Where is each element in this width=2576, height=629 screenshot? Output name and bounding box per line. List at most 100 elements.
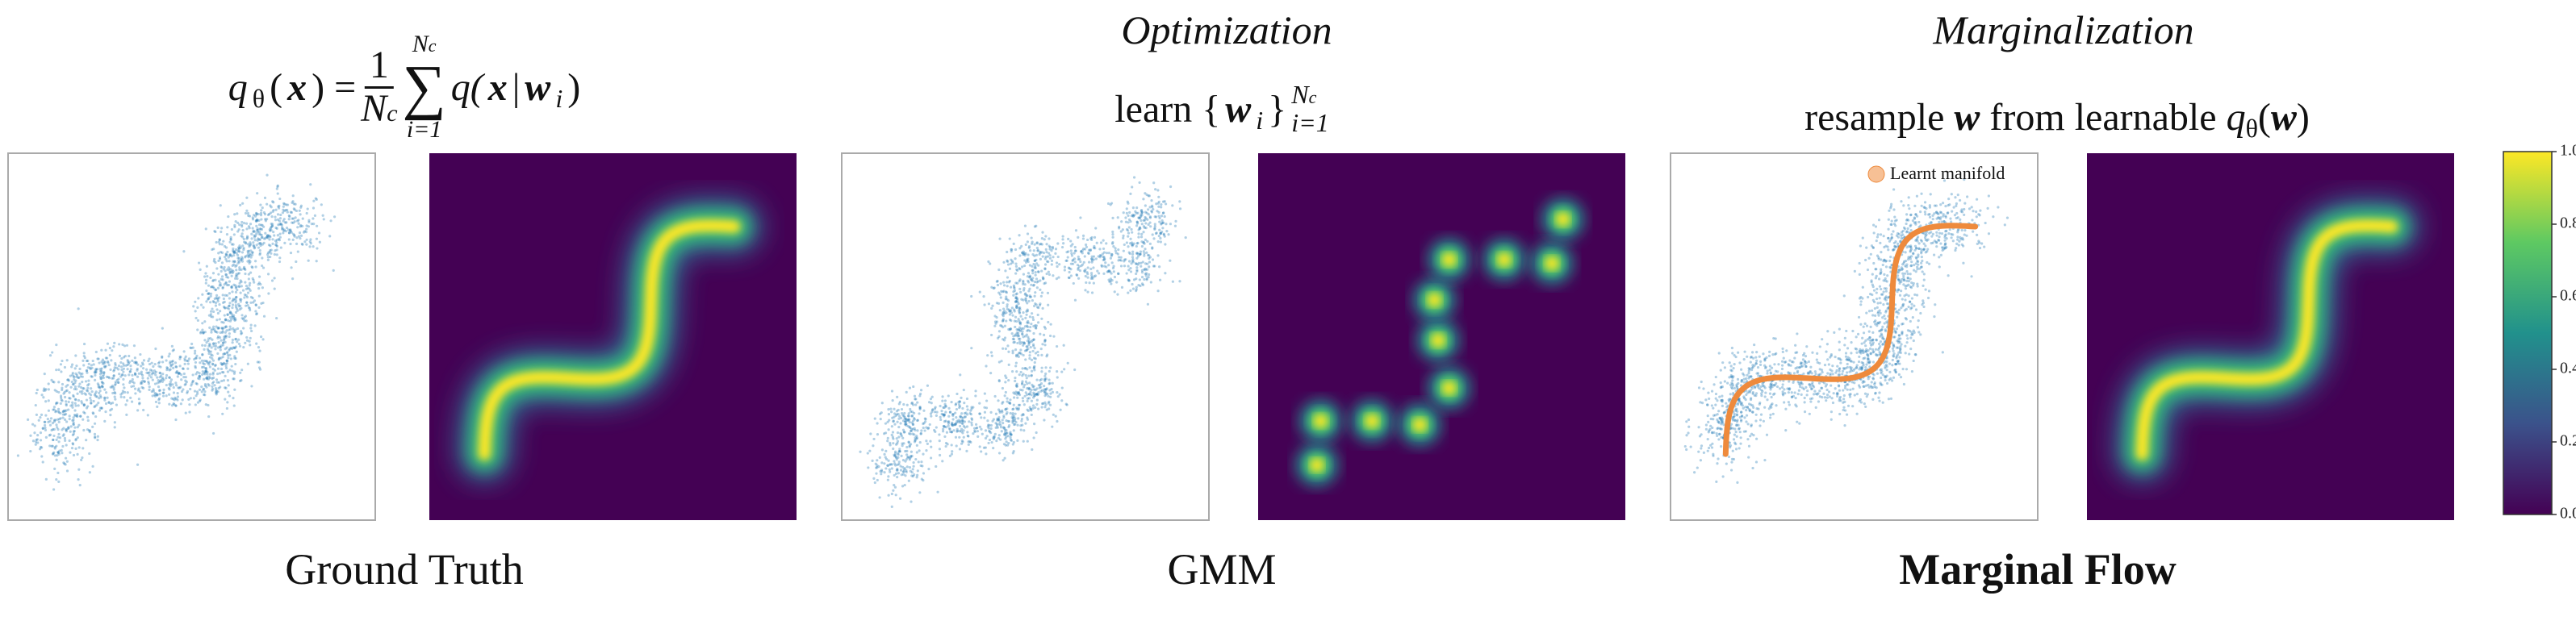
point — [207, 298, 210, 301]
point — [161, 391, 165, 394]
point — [1797, 389, 1800, 392]
point — [1169, 185, 1173, 189]
point — [226, 313, 229, 316]
point — [226, 250, 229, 254]
point — [257, 232, 261, 235]
point — [201, 353, 204, 356]
point — [282, 227, 285, 231]
point — [257, 246, 261, 249]
point — [270, 215, 274, 219]
point — [289, 242, 292, 246]
point — [168, 393, 171, 396]
point — [1004, 444, 1007, 447]
point — [231, 314, 234, 318]
point — [997, 408, 1001, 411]
point — [1051, 247, 1055, 250]
point — [989, 372, 993, 375]
point — [231, 303, 235, 306]
point — [1006, 260, 1010, 263]
point — [244, 341, 247, 344]
point — [1022, 273, 1026, 276]
point — [1143, 277, 1146, 281]
point — [111, 377, 115, 380]
point — [211, 377, 214, 381]
point — [1145, 277, 1148, 281]
point — [199, 398, 202, 402]
point — [1026, 240, 1030, 244]
point — [154, 370, 158, 373]
point — [1012, 341, 1015, 344]
point — [1046, 353, 1049, 356]
point — [243, 296, 246, 299]
point — [263, 196, 267, 199]
point — [912, 464, 915, 468]
point — [887, 459, 890, 462]
point — [1072, 281, 1075, 285]
point — [220, 356, 223, 360]
point — [56, 454, 59, 457]
point — [299, 213, 302, 216]
point — [1010, 415, 1014, 419]
point — [995, 423, 998, 426]
point — [189, 397, 192, 400]
point — [159, 379, 163, 382]
point — [906, 419, 910, 422]
point — [266, 218, 269, 221]
point — [1699, 459, 1702, 462]
point — [951, 418, 955, 421]
point — [1010, 250, 1013, 253]
point — [221, 356, 224, 359]
point — [240, 220, 244, 224]
point — [199, 331, 203, 334]
point — [148, 374, 151, 377]
point — [1736, 377, 1740, 381]
point — [1069, 268, 1073, 271]
point — [1037, 391, 1040, 394]
point — [195, 390, 199, 394]
point — [120, 365, 123, 369]
point — [148, 369, 153, 372]
point — [296, 226, 299, 229]
point — [1876, 372, 1880, 375]
point — [222, 379, 226, 382]
point — [62, 461, 65, 464]
point — [1005, 295, 1008, 298]
point — [1025, 310, 1028, 313]
point — [1089, 267, 1093, 271]
point — [1031, 272, 1035, 275]
point — [1023, 253, 1027, 257]
point — [203, 275, 207, 278]
point — [212, 260, 215, 263]
point — [956, 420, 960, 423]
point — [121, 389, 125, 393]
point — [101, 358, 105, 361]
point — [1147, 223, 1150, 227]
point — [1007, 308, 1011, 311]
point — [274, 215, 277, 219]
point — [153, 369, 157, 373]
point — [1715, 480, 1718, 483]
point — [923, 417, 926, 420]
point — [1859, 323, 1863, 326]
point — [101, 374, 104, 378]
point — [224, 331, 227, 334]
point — [1790, 391, 1793, 394]
point — [140, 361, 144, 364]
point — [227, 319, 230, 323]
point — [72, 432, 75, 435]
point — [138, 390, 142, 394]
point — [140, 381, 144, 385]
point — [1838, 373, 1842, 377]
point — [1813, 389, 1817, 393]
point — [1897, 339, 1901, 342]
point — [200, 385, 203, 389]
point — [1127, 245, 1130, 248]
point — [1010, 260, 1014, 263]
point — [318, 240, 321, 244]
point — [312, 206, 316, 210]
point — [1052, 413, 1055, 416]
point — [225, 294, 229, 297]
point — [63, 395, 67, 399]
point — [229, 253, 232, 256]
point — [1905, 265, 1909, 269]
